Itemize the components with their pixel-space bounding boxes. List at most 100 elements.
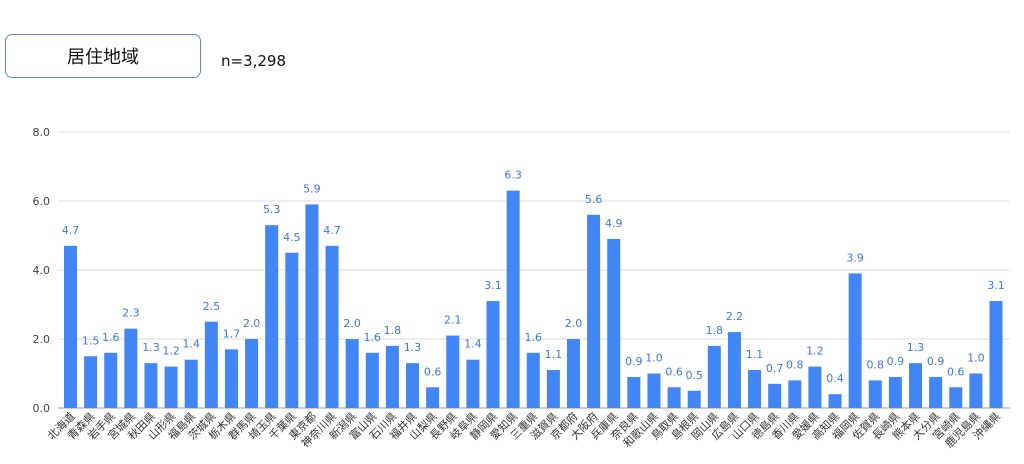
bar bbox=[506, 190, 520, 408]
data-label: 5.9 bbox=[303, 182, 321, 195]
data-label: 1.3 bbox=[142, 341, 160, 354]
bar bbox=[969, 373, 983, 408]
data-label: 1.2 bbox=[806, 345, 824, 358]
bar bbox=[285, 252, 299, 408]
bar bbox=[687, 390, 701, 408]
bar bbox=[667, 387, 681, 408]
data-label: 2.5 bbox=[203, 300, 221, 313]
bar bbox=[144, 363, 158, 408]
data-label: 5.6 bbox=[585, 193, 603, 206]
data-label: 0.9 bbox=[887, 355, 905, 368]
data-label: 2.3 bbox=[122, 307, 140, 320]
data-label: 1.6 bbox=[525, 331, 543, 344]
bar bbox=[768, 383, 782, 408]
sample-size: n=3,298 bbox=[221, 52, 287, 70]
data-label: 1.0 bbox=[645, 352, 663, 365]
data-label: 4.7 bbox=[62, 224, 80, 237]
bar bbox=[848, 273, 862, 408]
bar bbox=[124, 328, 138, 408]
bar bbox=[446, 335, 460, 408]
bar bbox=[828, 394, 842, 408]
data-label: 4.9 bbox=[605, 217, 623, 230]
bar bbox=[345, 339, 359, 408]
bar bbox=[305, 204, 319, 408]
data-label: 6.3 bbox=[504, 169, 522, 182]
data-label: 0.6 bbox=[424, 365, 442, 378]
data-label: 3.9 bbox=[846, 251, 864, 264]
data-label: 1.1 bbox=[746, 348, 764, 361]
bar bbox=[224, 349, 238, 408]
data-label: 3.1 bbox=[484, 279, 502, 292]
y-tick-label: 0.0 bbox=[33, 402, 51, 415]
bar bbox=[385, 345, 399, 408]
data-label: 4.7 bbox=[323, 224, 341, 237]
data-label: 1.3 bbox=[907, 341, 925, 354]
bar bbox=[949, 387, 963, 408]
data-label: 4.5 bbox=[283, 231, 301, 244]
data-label: 0.8 bbox=[786, 358, 804, 371]
data-label: 1.4 bbox=[464, 338, 482, 351]
bar bbox=[707, 345, 721, 408]
bar bbox=[607, 238, 621, 408]
data-label: 2.2 bbox=[726, 310, 744, 323]
data-label: 1.1 bbox=[545, 348, 563, 361]
data-label: 1.0 bbox=[967, 352, 985, 365]
bar bbox=[546, 370, 560, 408]
bar bbox=[526, 352, 540, 408]
y-tick-label: 2.0 bbox=[33, 333, 51, 346]
bar bbox=[365, 352, 379, 408]
bar bbox=[406, 363, 420, 408]
data-label: 0.4 bbox=[826, 372, 844, 385]
bar bbox=[325, 245, 339, 408]
data-label: 2.0 bbox=[343, 317, 361, 330]
bar bbox=[788, 380, 802, 408]
data-label: 1.5 bbox=[82, 334, 100, 347]
bar bbox=[808, 366, 822, 408]
bar bbox=[727, 332, 741, 408]
bar bbox=[868, 380, 882, 408]
bar bbox=[627, 376, 641, 408]
y-tick-label: 4.0 bbox=[33, 264, 51, 277]
bar bbox=[566, 339, 580, 408]
data-label: 1.8 bbox=[706, 324, 724, 337]
bar bbox=[647, 373, 661, 408]
data-label: 1.6 bbox=[102, 331, 120, 344]
bar bbox=[486, 301, 500, 408]
data-label: 0.9 bbox=[927, 355, 945, 368]
bar bbox=[64, 245, 77, 408]
data-label: 2.0 bbox=[243, 317, 261, 330]
bar bbox=[929, 376, 943, 408]
bar bbox=[184, 359, 198, 408]
data-label: 2.1 bbox=[444, 314, 462, 327]
bar bbox=[164, 366, 178, 408]
data-label: 0.9 bbox=[625, 355, 643, 368]
bar bbox=[265, 225, 279, 408]
data-label: 5.3 bbox=[263, 203, 281, 216]
bar bbox=[466, 359, 480, 408]
data-label: 0.5 bbox=[685, 369, 703, 382]
data-label: 3.1 bbox=[987, 279, 1005, 292]
data-label: 0.6 bbox=[947, 365, 965, 378]
bar bbox=[989, 301, 1003, 408]
bar bbox=[587, 214, 601, 408]
bar bbox=[84, 356, 98, 408]
data-label: 1.2 bbox=[162, 345, 180, 358]
title-box: 居住地域 bbox=[5, 34, 201, 78]
data-label: 1.3 bbox=[404, 341, 422, 354]
data-label: 0.6 bbox=[665, 365, 683, 378]
bar bbox=[104, 352, 118, 408]
bar bbox=[909, 363, 923, 408]
data-label: 1.6 bbox=[364, 331, 382, 344]
bar bbox=[245, 339, 259, 408]
y-tick-label: 8.0 bbox=[33, 126, 51, 139]
data-label: 1.7 bbox=[223, 327, 241, 340]
data-label: 0.8 bbox=[867, 358, 885, 371]
bar bbox=[748, 370, 762, 408]
bar bbox=[426, 387, 440, 408]
page-title: 居住地域 bbox=[67, 47, 139, 68]
data-label: 1.4 bbox=[182, 338, 200, 351]
bar bbox=[204, 321, 218, 408]
data-label: 1.8 bbox=[384, 324, 402, 337]
data-label: 0.7 bbox=[766, 362, 784, 375]
